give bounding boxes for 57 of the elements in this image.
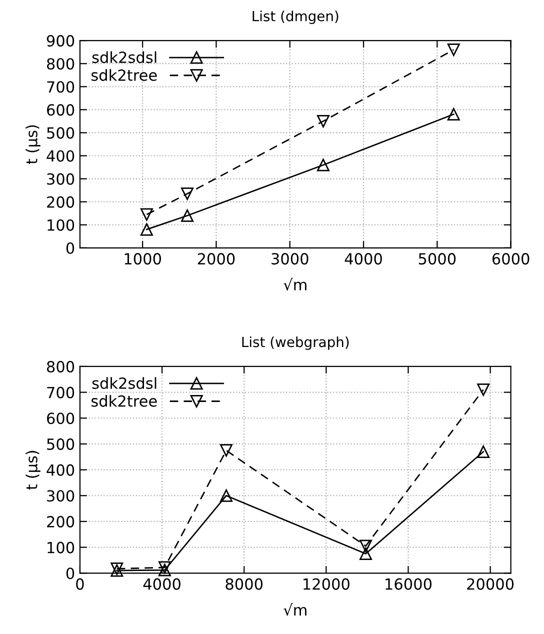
legend-label: sdk2tree (91, 394, 157, 407)
x-tick-label: 2000 (198, 253, 235, 265)
x-tick-label: 0 (76, 578, 84, 590)
y-tick-label: 600 (47, 104, 74, 116)
point (477, 445, 490, 458)
chart-title: List (dmgen) (252, 10, 338, 24)
y-axis-title: t (µs) (26, 450, 40, 490)
y-tick-label: 100 (48, 542, 74, 554)
point (360, 548, 372, 560)
y-tick-label: 200 (47, 196, 74, 208)
y-tick-label: 100 (48, 219, 74, 231)
x-tick-label: 16000 (386, 578, 432, 590)
point (447, 108, 460, 121)
x-axis-title: √m (284, 603, 306, 616)
legend-label: sdk2sdsl (92, 51, 156, 64)
x-tick-label: 1000 (124, 253, 161, 265)
y-tick-label: 900 (46, 35, 74, 47)
point (181, 209, 194, 222)
point (360, 540, 372, 552)
point (477, 383, 490, 396)
y-tick-label: 0 (66, 568, 74, 580)
point (316, 158, 330, 172)
x-tick-label: 4000 (143, 578, 180, 590)
point (447, 44, 460, 56)
y-tick-label: 400 (46, 464, 74, 476)
y-tick-label: 700 (47, 386, 74, 398)
x-tick-label: 4000 (344, 253, 382, 265)
x-axis-title: √m (284, 278, 306, 291)
y-tick-label: 400 (46, 150, 74, 162)
point (158, 561, 171, 574)
point (140, 208, 153, 221)
point (220, 444, 232, 457)
y-tick-label: 500 (47, 438, 74, 450)
y-tick-label: 800 (46, 360, 74, 372)
x-tick-label: 6000 (492, 253, 530, 265)
y-tick-label: 300 (47, 173, 74, 185)
point (181, 188, 194, 200)
point (140, 223, 153, 236)
x-tick-label: 5000 (418, 253, 456, 265)
x-tick-label: 20000 (467, 578, 514, 590)
y-tick-label: 700 (47, 81, 74, 93)
chart-title: List (webgraph) (242, 336, 349, 350)
y-tick-label: 0 (66, 242, 74, 254)
y-tick-label: 300 (47, 490, 74, 502)
y-axis-title: t (µs) (26, 125, 40, 164)
y-tick-label: 200 (47, 516, 74, 528)
point (220, 489, 232, 502)
legend-label: sdk2sdsl (92, 377, 156, 389)
y-tick-label: 600 (47, 412, 74, 424)
y-tick-label: 500 (47, 127, 74, 139)
legend-label: sdk2tree (91, 69, 157, 81)
x-tick-label: 8000 (226, 578, 263, 590)
x-tick-label: 12000 (304, 578, 350, 590)
y-tick-label: 800 (46, 58, 74, 70)
x-tick-label: 3000 (272, 253, 308, 265)
point (316, 114, 330, 128)
point (158, 564, 171, 576)
